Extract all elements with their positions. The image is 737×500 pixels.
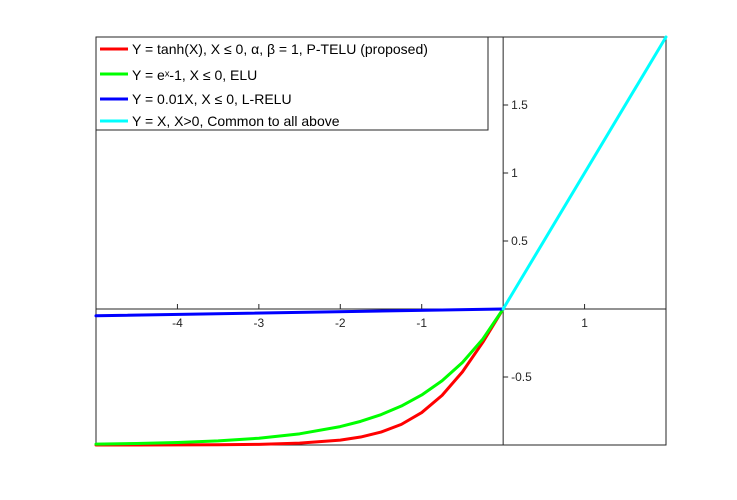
legend-box bbox=[95, 36, 489, 131]
y-tick-label: -0.5 bbox=[511, 370, 532, 384]
series-line-l-relu bbox=[94, 307, 505, 318]
legend-label-identity: Y = X, X>0, Common to all above bbox=[132, 113, 340, 129]
legend-label-elu: Y = eˣ-1, X ≤ 0, ELU bbox=[132, 67, 257, 83]
legend-label-p-telu: Y = tanh(X), X ≤ 0, α, β = 1, P-TELU (pr… bbox=[132, 41, 428, 57]
x-tick-label: -3 bbox=[254, 316, 265, 330]
series-line-identity bbox=[501, 35, 668, 311]
series-layer bbox=[94, 35, 668, 447]
legend-label-l-relu: Y = 0.01X, X ≤ 0, L-RELU bbox=[132, 91, 292, 107]
y-tick-label: 0.5 bbox=[511, 234, 528, 248]
x-tick-label: 1 bbox=[581, 316, 588, 330]
legend: Y = tanh(X), X ≤ 0, α, β = 1, P-TELU (pr… bbox=[95, 36, 489, 131]
series-line-elu bbox=[94, 307, 505, 446]
x-tick-label: -4 bbox=[172, 316, 183, 330]
x-tick-label: -1 bbox=[416, 316, 427, 330]
y-tick-label: 1 bbox=[511, 166, 518, 180]
axes-layer: -4 -3 -2 -1 1 -0.5 0.5 1 1.5 bbox=[96, 37, 666, 445]
y-tick-label: 1.5 bbox=[511, 98, 528, 112]
x-tick-label: -2 bbox=[335, 316, 346, 330]
series-line-p-telu bbox=[94, 307, 505, 447]
